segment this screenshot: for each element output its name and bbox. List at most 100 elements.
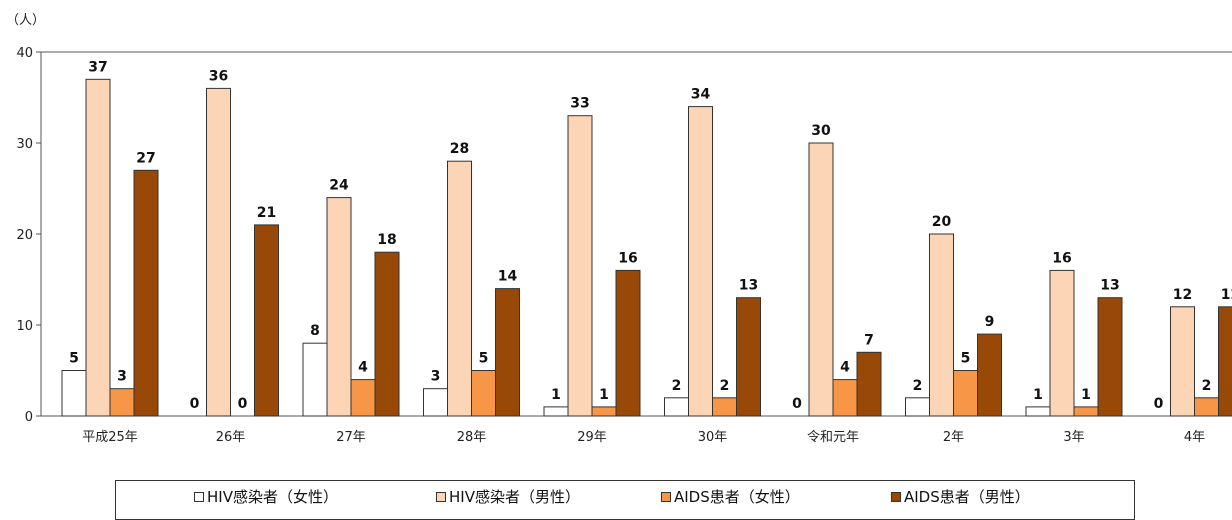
legend-item-aids-female: AIDS患者（女性） <box>661 486 800 507</box>
legend-label-aids-female: AIDS患者（女性） <box>674 486 800 507</box>
bar-aids-male <box>1219 307 1232 416</box>
bar-aids-male <box>134 170 158 416</box>
data-label-aids-male: 9 <box>985 314 995 330</box>
bar-hiv-male <box>1050 270 1074 416</box>
x-tick-label: 令和元年 <box>807 430 859 445</box>
legend-swatch-hiv-female <box>194 492 204 502</box>
data-label-hiv-male: 24 <box>329 178 349 194</box>
y-tick-label: 0 <box>25 410 33 425</box>
data-label-hiv-female: 5 <box>69 351 79 367</box>
data-label-aids-male: 21 <box>257 205 276 221</box>
bar-aids-female <box>954 371 978 417</box>
data-label-hiv-male: 20 <box>932 214 952 230</box>
data-label-hiv-female: 2 <box>913 378 923 394</box>
data-label-hiv-male: 28 <box>450 141 469 157</box>
data-label-hiv-male: 37 <box>88 59 107 75</box>
data-label-aids-female: 2 <box>1202 378 1212 394</box>
bar-aids-male <box>737 298 761 416</box>
data-label-aids-female: 4 <box>840 360 850 376</box>
y-tick-label: 30 <box>16 137 33 152</box>
x-tick-label: 27年 <box>336 430 366 445</box>
legend-item-hiv-female: HIV感染者（女性） <box>194 486 338 507</box>
bar-hiv-male <box>327 198 351 416</box>
bar-hiv-male <box>86 79 110 416</box>
data-label-hiv-female: 3 <box>431 369 441 385</box>
legend-swatch-hiv-male <box>436 492 446 502</box>
data-label-hiv-female: 0 <box>190 396 200 412</box>
bar-aids-male <box>496 289 520 416</box>
bar-hiv-female <box>665 398 689 416</box>
y-tick-label: 10 <box>16 319 33 334</box>
data-label-hiv-female: 0 <box>1154 396 1164 412</box>
bar-hiv-male <box>448 161 472 416</box>
bar-hiv-female <box>1026 407 1050 416</box>
data-label-aids-male: 12 <box>1221 287 1232 303</box>
data-label-aids-male: 7 <box>864 332 874 348</box>
bar-hiv-male <box>568 116 592 416</box>
data-label-aids-male: 13 <box>739 278 758 294</box>
data-label-hiv-male: 33 <box>570 96 589 112</box>
data-label-hiv-male: 34 <box>691 87 711 103</box>
bar-aids-male <box>255 225 279 416</box>
bar-hiv-female <box>303 343 327 416</box>
bar-hiv-male <box>930 234 954 416</box>
data-label-hiv-male: 36 <box>209 68 228 84</box>
legend-item-aids-male: AIDS患者（男性） <box>891 486 1030 507</box>
legend-swatch-aids-male <box>891 492 901 502</box>
legend-label-aids-male: AIDS患者（男性） <box>904 486 1030 507</box>
legend-item-hiv-male: HIV感染者（男性） <box>436 486 580 507</box>
bar-hiv-female <box>906 398 930 416</box>
x-tick-label: 30年 <box>698 430 728 445</box>
data-label-aids-male: 14 <box>498 269 518 285</box>
data-label-hiv-male: 16 <box>1052 250 1071 266</box>
bar-hiv-male <box>1171 307 1195 416</box>
data-label-aids-female: 1 <box>599 387 609 403</box>
bar-aids-male <box>1098 298 1122 416</box>
data-label-hiv-female: 2 <box>672 378 682 394</box>
data-label-hiv-female: 1 <box>1033 387 1043 403</box>
bar-hiv-female <box>424 389 448 416</box>
bar-aids-female <box>1195 398 1219 416</box>
data-label-aids-male: 13 <box>1100 278 1119 294</box>
bar-aids-female <box>592 407 616 416</box>
bar-aids-female <box>833 380 857 416</box>
x-tick-label: 29年 <box>577 430 607 445</box>
bar-aids-female <box>351 380 375 416</box>
bar-hiv-male <box>689 107 713 416</box>
x-tick-label: 28年 <box>457 430 487 445</box>
data-label-aids-female: 2 <box>720 378 730 394</box>
bar-hiv-female <box>62 371 86 417</box>
data-label-aids-female: 0 <box>238 396 248 412</box>
x-tick-label: 平成25年 <box>82 430 138 445</box>
data-label-aids-male: 27 <box>136 150 155 166</box>
bar-aids-male <box>616 270 640 416</box>
bar-aids-male <box>857 352 881 416</box>
x-tick-label: 4年 <box>1184 430 1205 445</box>
data-label-aids-male: 18 <box>377 232 396 248</box>
data-label-aids-male: 16 <box>618 250 637 266</box>
legend-label-hiv-male: HIV感染者（男性） <box>449 486 580 507</box>
data-label-aids-female: 3 <box>117 369 127 385</box>
y-tick-label: 20 <box>16 228 33 243</box>
data-label-hiv-male: 12 <box>1173 287 1192 303</box>
data-label-aids-female: 1 <box>1081 387 1091 403</box>
data-label-aids-female: 4 <box>358 360 368 376</box>
x-tick-label: 26年 <box>216 430 246 445</box>
x-tick-label: 2年 <box>943 430 964 445</box>
legend: HIV感染者（女性） HIV感染者（男性） AIDS患者（女性） AIDS患者（… <box>115 480 1135 520</box>
data-label-hiv-female: 1 <box>551 387 561 403</box>
bar-aids-male <box>978 334 1002 416</box>
y-tick-label: 40 <box>16 46 33 61</box>
data-label-aids-female: 5 <box>479 351 489 367</box>
data-label-hiv-female: 0 <box>792 396 802 412</box>
bar-aids-male <box>375 252 399 416</box>
data-label-hiv-female: 8 <box>310 323 320 339</box>
bar-aids-female <box>713 398 737 416</box>
bar-hiv-female <box>544 407 568 416</box>
bar-hiv-male <box>809 143 833 416</box>
bar-aids-female <box>1074 407 1098 416</box>
legend-label-hiv-female: HIV感染者（女性） <box>207 486 338 507</box>
x-tick-label: 3年 <box>1063 430 1084 445</box>
bar-aids-female <box>110 389 134 416</box>
